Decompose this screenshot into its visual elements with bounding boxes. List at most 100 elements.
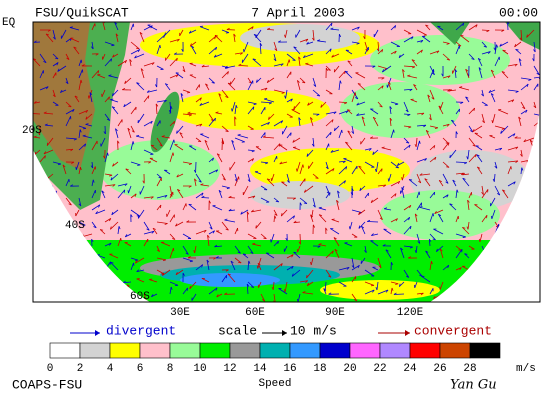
wind-arrow-head xyxy=(306,282,310,286)
wind-arrow xyxy=(286,59,290,67)
wind-arrow-head xyxy=(525,109,528,113)
wind-arrow-head xyxy=(84,244,88,247)
wind-arrow xyxy=(429,156,437,163)
wind-arrow xyxy=(503,245,509,253)
wind-arrow xyxy=(110,221,119,230)
wind-arrow-head xyxy=(136,134,140,137)
wind-arrow-head xyxy=(293,46,297,49)
wind-arrow xyxy=(78,293,89,299)
title: FSU/QuikSCAT xyxy=(35,5,129,20)
wind-arrow xyxy=(312,197,316,208)
wind-arrow-head xyxy=(182,69,186,73)
wind-arrow xyxy=(464,253,470,259)
wind-arrow xyxy=(91,166,96,175)
wind-arrow-head xyxy=(357,26,360,30)
wind-arrow xyxy=(306,149,314,157)
wind-arrow xyxy=(52,190,57,199)
wind-arrow-head xyxy=(43,151,47,155)
wind-arrow-head xyxy=(411,36,414,40)
wind-arrow xyxy=(526,215,535,223)
wind-arrow-head xyxy=(33,58,37,60)
wind-arrow-head xyxy=(423,124,427,128)
wind-arrow xyxy=(442,194,449,199)
wind-arrow xyxy=(273,120,283,127)
wind-arrow xyxy=(149,157,158,163)
wind-arrow xyxy=(104,113,111,121)
wind-arrow-head xyxy=(497,193,501,196)
wind-arrow-head xyxy=(522,106,526,110)
wind-arrow xyxy=(403,216,410,223)
wind-arrow xyxy=(360,137,366,145)
wind-arrow-head xyxy=(411,59,415,62)
wind-arrow xyxy=(96,293,106,298)
wind-arrow-head xyxy=(228,195,232,198)
convergent-arrow-head xyxy=(405,330,410,336)
wind-arrow xyxy=(330,228,340,235)
wind-arrow-head xyxy=(331,119,334,123)
wind-arrow-head xyxy=(111,44,115,47)
wind-arrow-head xyxy=(382,244,386,247)
wind-arrow xyxy=(468,125,474,133)
wind-arrow xyxy=(293,46,301,55)
wind-arrow-head xyxy=(209,227,213,230)
wind-arrow-head xyxy=(109,218,112,222)
wind-arrow xyxy=(234,137,245,143)
wind-arrow xyxy=(255,146,262,151)
wind-arrow xyxy=(416,202,422,211)
wind-arrow xyxy=(169,74,179,79)
wind-arrow-head xyxy=(112,92,114,97)
wind-arrow xyxy=(468,192,472,199)
wind-arrow xyxy=(130,209,141,217)
wind-arrow-head xyxy=(36,214,40,217)
wind-arrow xyxy=(182,65,186,72)
wind-arrow-head xyxy=(95,211,98,214)
wind-arrow-head xyxy=(344,102,348,105)
wind-arrow-head xyxy=(57,68,60,72)
wind-arrow-head xyxy=(298,241,301,245)
wind-arrow xyxy=(454,69,457,79)
wind-arrow-head xyxy=(43,111,47,114)
wind-arrow xyxy=(91,140,98,151)
wind-arrow xyxy=(284,29,288,38)
wind-arrow xyxy=(533,101,537,109)
wind-arrow-head xyxy=(112,54,115,58)
wind-arrow xyxy=(104,152,108,163)
wind-arrow xyxy=(128,185,132,194)
wind-arrow-head xyxy=(71,243,74,247)
wind-arrow-head xyxy=(475,24,478,28)
wind-arrow xyxy=(403,88,413,91)
wind-arrow-head xyxy=(150,196,154,199)
wind-arrow xyxy=(34,101,41,104)
wind-arrow xyxy=(429,233,436,241)
wind-arrow-head xyxy=(44,269,48,273)
wind-arrow xyxy=(143,230,155,235)
wind-arrow-head xyxy=(252,242,256,245)
wind-arrow-head xyxy=(388,82,391,85)
wind-arrow xyxy=(377,257,382,268)
wind-arrow-head xyxy=(250,286,255,288)
wind-arrow-head xyxy=(151,144,155,147)
wind-arrow xyxy=(455,267,462,271)
wind-arrow-head xyxy=(123,103,126,108)
wind-arrow-head xyxy=(29,112,32,113)
wind-arrow xyxy=(228,197,236,199)
wind-arrow-head xyxy=(357,265,360,269)
wind-arrow-head xyxy=(226,27,230,30)
wind-arrow-head xyxy=(425,130,429,133)
wind-arrow-head xyxy=(231,108,233,112)
wind-arrow-head xyxy=(333,111,337,115)
wind-arrow-head xyxy=(331,218,335,220)
wind-arrow xyxy=(416,29,427,36)
wind-arrow-head xyxy=(225,96,229,98)
wind-arrow xyxy=(156,245,160,252)
wind-arrow-head xyxy=(201,192,204,196)
wind-arrow-head xyxy=(155,84,158,88)
wind-arrow xyxy=(189,63,197,67)
wind-arrow-head xyxy=(302,291,306,294)
wind-arrow xyxy=(526,269,535,272)
wind-arrow xyxy=(416,173,422,184)
wind-arrow-head xyxy=(310,214,314,218)
wind-arrow xyxy=(156,120,161,127)
wind-arrow-head xyxy=(481,93,484,97)
wind-arrow xyxy=(115,33,119,43)
